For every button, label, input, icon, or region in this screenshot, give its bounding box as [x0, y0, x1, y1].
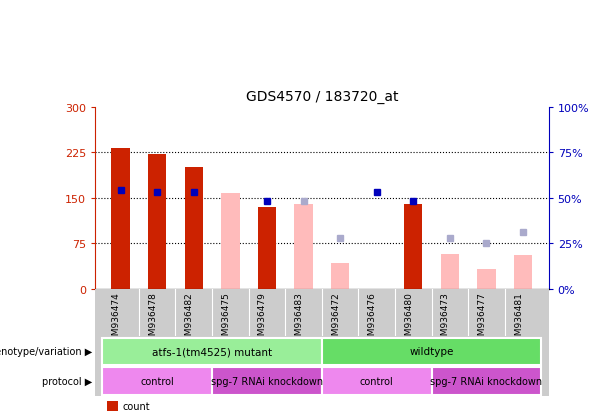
Text: control: control — [140, 376, 174, 386]
Text: control: control — [360, 376, 394, 386]
Text: spg-7 RNAi knockdown: spg-7 RNAi knockdown — [430, 376, 543, 386]
Bar — [432, 368, 541, 395]
Text: count: count — [123, 401, 150, 411]
Text: GSM936473: GSM936473 — [441, 292, 450, 346]
Text: GSM936482: GSM936482 — [185, 292, 194, 346]
Bar — [102, 338, 322, 365]
Bar — [514, 256, 532, 289]
Text: GSM936475: GSM936475 — [221, 292, 230, 346]
Text: genotype/variation ▶: genotype/variation ▶ — [0, 347, 92, 356]
Bar — [294, 204, 313, 289]
Bar — [322, 338, 541, 365]
Text: GSM936477: GSM936477 — [478, 292, 487, 346]
Bar — [258, 207, 276, 289]
Text: spg-7 RNAi knockdown: spg-7 RNAi knockdown — [211, 376, 323, 386]
Bar — [478, 270, 495, 289]
Bar — [112, 149, 130, 289]
Bar — [102, 368, 212, 395]
Text: protocol ▶: protocol ▶ — [42, 376, 92, 386]
Title: GDS4570 / 183720_at: GDS4570 / 183720_at — [246, 90, 398, 104]
Bar — [185, 168, 203, 289]
Text: GSM936483: GSM936483 — [294, 292, 303, 346]
Text: GSM936480: GSM936480 — [405, 292, 413, 346]
Bar — [322, 368, 432, 395]
Bar — [331, 263, 349, 289]
Bar — [212, 368, 322, 395]
Bar — [148, 154, 166, 289]
Text: wildtype: wildtype — [409, 347, 454, 356]
Text: GSM936472: GSM936472 — [331, 292, 340, 346]
Text: GSM936481: GSM936481 — [514, 292, 523, 346]
Text: GSM936476: GSM936476 — [368, 292, 377, 346]
Text: GSM936474: GSM936474 — [112, 292, 121, 346]
Bar — [221, 194, 240, 289]
Text: GSM936479: GSM936479 — [258, 292, 267, 346]
Bar — [441, 254, 459, 289]
Text: atfs-1(tm4525) mutant: atfs-1(tm4525) mutant — [152, 347, 272, 356]
Bar — [404, 204, 422, 289]
Text: GSM936478: GSM936478 — [148, 292, 157, 346]
